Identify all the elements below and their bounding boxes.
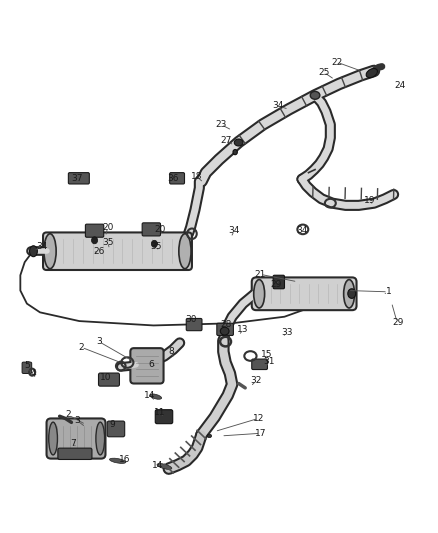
Text: 6: 6	[148, 360, 154, 369]
Text: 35: 35	[150, 243, 162, 252]
Ellipse shape	[234, 139, 243, 146]
Ellipse shape	[348, 289, 356, 298]
Text: 16: 16	[120, 455, 131, 464]
Text: 2: 2	[79, 343, 84, 352]
Ellipse shape	[207, 434, 212, 438]
Text: 21: 21	[255, 270, 266, 279]
Ellipse shape	[110, 458, 126, 463]
Ellipse shape	[254, 280, 265, 308]
Text: 11: 11	[154, 408, 166, 417]
FancyBboxPatch shape	[99, 373, 120, 386]
Text: 29: 29	[270, 280, 282, 289]
Text: 18: 18	[191, 173, 203, 182]
Ellipse shape	[344, 280, 355, 308]
FancyBboxPatch shape	[273, 275, 285, 289]
FancyBboxPatch shape	[43, 232, 192, 270]
FancyBboxPatch shape	[142, 223, 160, 236]
FancyBboxPatch shape	[46, 418, 106, 458]
Ellipse shape	[220, 327, 229, 335]
Text: 10: 10	[100, 373, 111, 382]
Text: 34: 34	[36, 243, 48, 252]
Text: 8: 8	[168, 347, 174, 356]
Text: 34: 34	[229, 226, 240, 235]
Text: 33: 33	[281, 328, 293, 337]
Text: 4: 4	[31, 369, 36, 378]
Text: 14: 14	[144, 391, 155, 400]
Text: 34: 34	[296, 226, 307, 235]
Text: 25: 25	[318, 68, 329, 77]
Text: 29: 29	[392, 318, 404, 327]
Text: 20: 20	[154, 225, 166, 234]
Ellipse shape	[96, 422, 105, 455]
Ellipse shape	[151, 240, 157, 247]
Ellipse shape	[92, 237, 98, 244]
Text: 1: 1	[386, 287, 392, 296]
Text: 36: 36	[167, 174, 179, 183]
Text: 2: 2	[66, 410, 71, 419]
Text: 14: 14	[152, 461, 163, 470]
FancyBboxPatch shape	[170, 173, 184, 184]
Ellipse shape	[49, 422, 57, 455]
FancyBboxPatch shape	[22, 362, 32, 374]
Text: 26: 26	[93, 247, 105, 256]
FancyBboxPatch shape	[186, 318, 202, 330]
Ellipse shape	[310, 92, 320, 99]
Text: 5: 5	[24, 361, 30, 370]
Text: 12: 12	[253, 414, 264, 423]
Text: 23: 23	[215, 120, 227, 129]
Ellipse shape	[366, 69, 378, 78]
Text: 31: 31	[264, 357, 275, 366]
Ellipse shape	[44, 234, 56, 269]
Text: 34: 34	[272, 101, 284, 110]
FancyBboxPatch shape	[107, 421, 125, 437]
FancyBboxPatch shape	[85, 224, 104, 237]
FancyBboxPatch shape	[68, 173, 89, 184]
Text: 27: 27	[220, 136, 231, 146]
Ellipse shape	[150, 394, 162, 399]
Text: 30: 30	[185, 315, 196, 324]
Text: 15: 15	[261, 350, 273, 359]
Text: 7: 7	[70, 439, 76, 448]
Text: 3: 3	[74, 416, 80, 425]
FancyBboxPatch shape	[131, 348, 163, 384]
Text: 9: 9	[109, 420, 115, 429]
Text: 22: 22	[331, 58, 343, 67]
Text: 19: 19	[364, 196, 375, 205]
FancyBboxPatch shape	[155, 410, 173, 424]
Text: 32: 32	[251, 376, 262, 385]
Ellipse shape	[179, 234, 191, 269]
FancyBboxPatch shape	[252, 359, 268, 369]
FancyBboxPatch shape	[217, 323, 233, 335]
Ellipse shape	[29, 246, 37, 257]
Text: 17: 17	[255, 429, 266, 438]
Text: 35: 35	[102, 238, 113, 247]
FancyBboxPatch shape	[252, 277, 357, 310]
Text: 20: 20	[102, 223, 113, 232]
Text: 3: 3	[96, 337, 102, 346]
Text: 28: 28	[220, 320, 231, 329]
Ellipse shape	[233, 149, 237, 155]
Text: 37: 37	[71, 174, 83, 183]
Text: 24: 24	[395, 81, 406, 90]
Text: 13: 13	[237, 325, 249, 334]
Ellipse shape	[157, 464, 172, 470]
FancyBboxPatch shape	[58, 448, 92, 459]
